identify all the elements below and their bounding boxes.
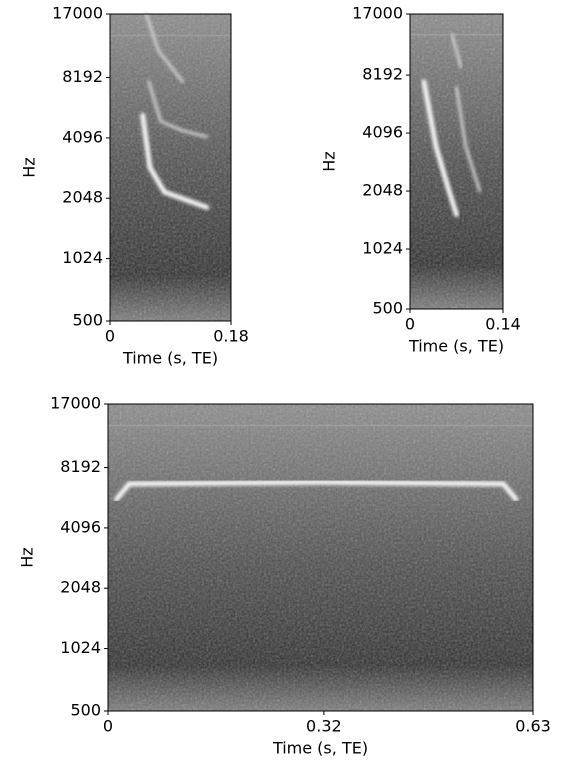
x-axis-label: Time (s, TE) — [408, 337, 504, 356]
y-tick-label: 2048 — [60, 578, 101, 597]
y-tick-label: 17000 — [50, 394, 101, 413]
plot-frame — [109, 13, 232, 322]
x-tick-label: 0 — [405, 315, 415, 334]
y-tick-label: 2048 — [362, 181, 403, 200]
y-axis-label: Hz — [20, 157, 39, 177]
spectrogram-streak — [147, 80, 209, 139]
plot-frame — [409, 13, 504, 310]
x-tick-label: 0 — [103, 717, 113, 736]
y-tick-label: 2048 — [62, 188, 103, 207]
y-tick-label: 4096 — [60, 517, 101, 536]
x-tick-label: 0 — [105, 327, 115, 346]
y-axis-label: Hz — [18, 547, 37, 567]
x-tick-label: 0.32 — [306, 717, 342, 736]
x-axis-label: Time (s, TE) — [272, 739, 368, 758]
y-tick-label: 8192 — [60, 457, 101, 476]
y-tick-label: 500 — [72, 311, 103, 330]
spectrogram-noise — [110, 14, 231, 321]
spectrogram-streak — [455, 86, 482, 193]
spectrogram-noise — [108, 404, 533, 711]
y-tick-label: 500 — [70, 701, 101, 720]
spectrogram-streak — [114, 479, 519, 502]
y-tick-label: 1024 — [60, 638, 101, 657]
y-tick-label: 500 — [372, 299, 403, 318]
y-tick-label: 1024 — [362, 239, 403, 258]
y-tick-label: 17000 — [52, 4, 103, 23]
spectrogram-noise — [410, 14, 503, 309]
x-tick-label: 0.18 — [213, 327, 249, 346]
y-tick-label: 4096 — [62, 127, 103, 146]
x-tick-label: 0.14 — [485, 315, 521, 334]
y-tick-label: 1024 — [62, 248, 103, 267]
plot-frame — [107, 403, 534, 712]
x-axis-label: Time (s, TE) — [122, 349, 218, 368]
y-tick-label: 8192 — [362, 65, 403, 84]
y-tick-label: 17000 — [352, 4, 403, 23]
spectrogram-streak — [144, 12, 185, 84]
y-tick-label: 4096 — [362, 123, 403, 142]
spectrogram-streak — [421, 79, 459, 218]
spectrogram-streak — [140, 112, 210, 210]
y-tick-label: 8192 — [62, 67, 103, 86]
spectrogram-streak — [450, 33, 463, 69]
x-tick-label: 0.63 — [515, 717, 551, 736]
y-axis-label: Hz — [320, 151, 339, 171]
